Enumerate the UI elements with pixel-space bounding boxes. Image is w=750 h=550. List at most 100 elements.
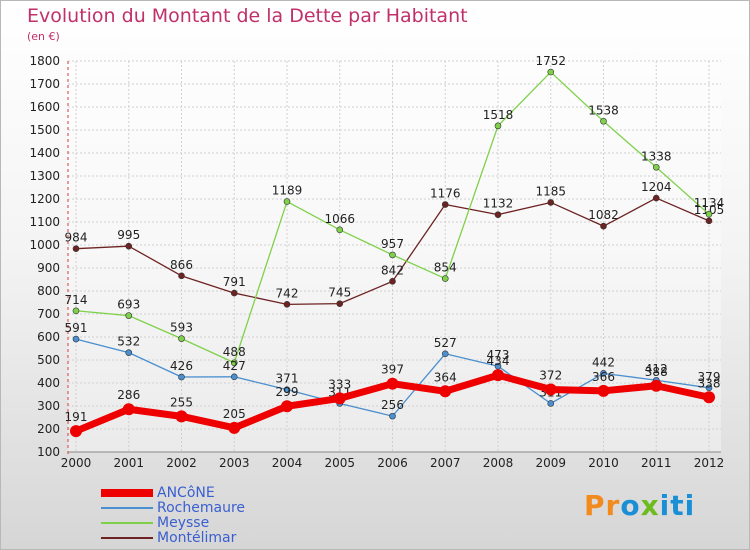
data-label-ancone-2007: 364 [434,370,457,384]
point-montelimar-2003 [230,289,238,297]
legend-swatch-rochemaure [101,507,153,509]
data-label-meysse-2005: 1066 [324,212,355,226]
y-tick-label-300: 300 [37,399,60,413]
data-label-montelimar-2002: 866 [170,258,193,272]
x-tick-label-2012: 2012 [694,456,725,470]
point-meysse-2011 [652,163,660,171]
data-label-ancone-2006: 397 [381,363,404,377]
data-label-meysse-2011: 1338 [641,149,672,163]
point-meysse-2000 [72,307,80,315]
point-montelimar-2005 [336,300,344,307]
data-label-meysse-2001: 693 [117,298,140,312]
point-rochemaure-2003 [230,373,238,381]
point-montelimar-2002 [178,272,185,280]
data-label-montelimar-2009: 1185 [535,184,566,198]
point-meysse-2003 [230,359,238,367]
y-tick-label-900: 900 [37,261,60,275]
y-tick-label-1500: 1500 [29,123,60,137]
point-meysse-2005 [336,226,344,234]
data-label-montelimar-2008: 1132 [483,197,514,211]
data-label-montelimar-2005: 745 [328,286,351,300]
x-tick-label-2004: 2004 [272,456,303,470]
y-tick-label-800: 800 [37,284,60,298]
point-ancone-2000 [70,425,82,438]
data-label-montelimar-2000: 984 [65,231,88,245]
point-ancone-2008 [492,369,504,382]
data-label-ancone-2010: 366 [592,370,615,384]
x-tick-label-2002: 2002 [166,456,197,470]
point-rochemaure-2009 [547,400,555,407]
data-label-ancone-2004: 299 [276,385,299,399]
y-tick-label-700: 700 [37,307,60,321]
point-meysse-2004 [283,198,291,205]
point-rochemaure-2000 [72,335,80,343]
x-tick-label-2008: 2008 [483,456,514,470]
x-tick-label-2003: 2003 [219,456,250,470]
point-rochemaure-2002 [178,373,185,381]
legend-label-rochemaure: Rochemaure [157,500,245,516]
data-label-meysse-2007: 854 [434,261,457,275]
legend-swatch-montelimar [101,537,153,539]
data-label-meysse-2003: 488 [223,345,246,359]
point-ancone-2010 [597,384,610,397]
legend-label-ancone: ANCôNE [157,485,215,501]
point-meysse-2010 [600,117,607,125]
x-tick-label-2001: 2001 [113,456,144,470]
data-label-rochemaure-2000: 591 [65,321,88,335]
y-tick-label-1600: 1600 [29,100,60,114]
point-montelimar-2010 [600,222,607,230]
point-rochemaure-2007 [441,350,449,358]
data-label-meysse-2009: 1752 [535,54,566,68]
data-label-montelimar-2003: 791 [223,275,246,289]
y-tick-label-1800: 1800 [29,54,60,68]
y-tick-label-500: 500 [37,353,60,367]
data-label-rochemaure-2007: 527 [434,336,457,350]
x-tick-label-2009: 2009 [535,456,566,470]
y-tick-label-1200: 1200 [29,192,60,206]
data-label-ancone-2001: 286 [117,388,140,402]
point-meysse-2012 [705,210,713,218]
data-label-rochemaure-2004: 371 [276,372,299,386]
data-label-montelimar-2007: 1176 [430,187,461,201]
data-label-meysse-2002: 593 [170,321,193,335]
data-label-montelimar-2004: 742 [276,286,299,300]
point-meysse-2008 [494,122,502,130]
point-montelimar-2007 [441,201,449,208]
point-ancone-2012 [703,391,715,404]
data-label-ancone-2012: 338 [698,376,721,390]
data-label-montelimar-2012: 1105 [694,203,725,217]
data-label-montelimar-2010: 1082 [588,208,619,222]
point-montelimar-2009 [547,199,555,206]
data-label-montelimar-2011: 1204 [641,180,672,194]
y-tick-label-1700: 1700 [29,77,60,91]
data-label-ancone-2008: 434 [487,354,510,368]
x-tick-label-2000: 2000 [61,456,92,470]
data-label-montelimar-2001: 995 [117,228,140,242]
point-meysse-2007 [441,275,449,282]
data-label-ancone-2002: 255 [170,395,193,409]
data-label-ancone-2009: 372 [539,368,562,382]
unit-label: (en €) [27,30,60,43]
point-ancone-2007 [439,385,452,398]
point-rochemaure-2012 [705,384,713,392]
data-label-meysse-2012: 1134 [694,196,725,210]
point-meysse-2006 [389,251,396,259]
point-meysse-2002 [178,335,185,342]
proxiti-logo: Proxiti [584,489,696,522]
data-label-meysse-2008: 1518 [483,108,514,122]
point-montelimar-2000 [72,245,80,252]
x-tick-label-2005: 2005 [324,456,355,470]
point-ancone-2005 [333,392,346,405]
data-label-meysse-2004: 1189 [272,184,303,198]
point-rochemaure-2001 [125,349,133,356]
data-label-rochemaure-2001: 532 [117,335,140,349]
point-meysse-2009 [547,68,555,76]
data-label-rochemaure-2008: 473 [487,348,510,362]
data-label-montelimar-2006: 842 [381,263,404,277]
data-label-meysse-2010: 1538 [588,103,619,117]
point-ancone-2001 [122,403,135,416]
data-label-ancone-2011: 388 [645,365,668,379]
y-tick-label-1100: 1100 [29,215,60,229]
point-montelimar-2012 [705,217,713,225]
